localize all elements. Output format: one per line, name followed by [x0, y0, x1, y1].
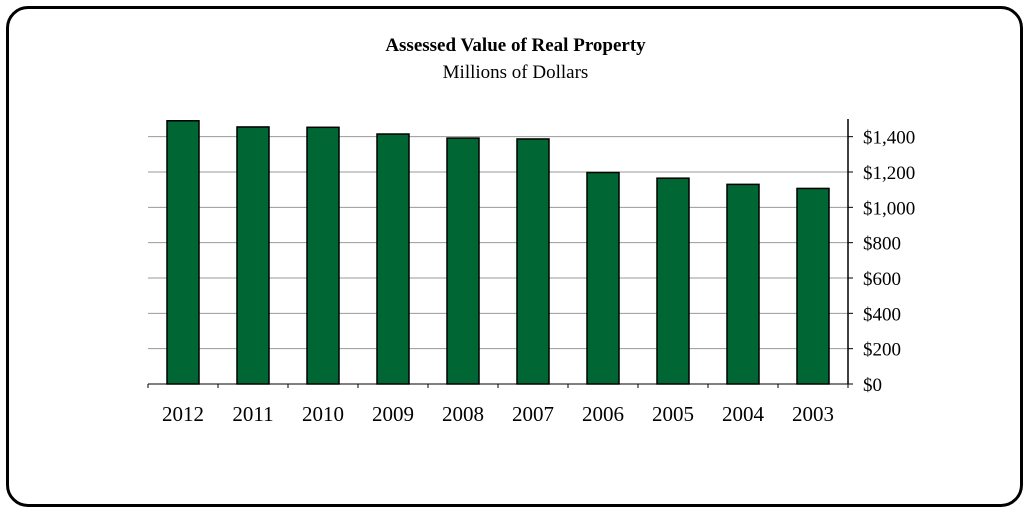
y-tick-label: $200 — [863, 340, 901, 361]
x-tick-label: 2004 — [722, 402, 765, 426]
bar-2003 — [796, 187, 830, 385]
x-tick-label: 2011 — [232, 402, 273, 426]
y-tick-label: $0 — [863, 375, 882, 396]
x-tick-label: 2003 — [792, 402, 834, 426]
x-tick-label: 2010 — [302, 402, 344, 426]
x-tick-label: 2005 — [652, 402, 694, 426]
chart-subtitle: Millions of Dollars — [442, 62, 589, 83]
y-tick-label: $400 — [863, 304, 901, 325]
bar-2009 — [376, 133, 410, 385]
y-tick-label: $1,000 — [863, 198, 915, 219]
bar-2012 — [166, 120, 200, 385]
x-tick-label: 2006 — [582, 402, 624, 426]
bars — [166, 120, 830, 385]
y-tick-labels: $0 $200 $400 $600 $800 $1,000 $1,200 $1,400 — [863, 128, 915, 396]
y-tick-label: $600 — [863, 269, 901, 290]
chart-title: Assessed Value of Real Property — [385, 35, 646, 56]
x-tick-labels: 2012 2011 2010 2009 2008 2007 2006 2005 2004 2003 — [162, 402, 834, 426]
x-tick-label: 2008 — [442, 402, 484, 426]
bar-2010 — [306, 126, 340, 385]
x-tick-label: 2007 — [512, 402, 554, 426]
bar-2005 — [656, 177, 690, 385]
bar-2007 — [516, 138, 550, 385]
bar-2008 — [446, 137, 480, 385]
x-tick-label: 2009 — [372, 402, 414, 426]
y-tick-label: $1,400 — [863, 128, 915, 149]
y-tick-label: $800 — [863, 234, 901, 255]
y-tick-label: $1,200 — [863, 163, 915, 184]
bar-2004 — [726, 183, 760, 385]
x-tick-label: 2012 — [162, 402, 204, 426]
bar-2011 — [236, 126, 270, 385]
bar-2006 — [586, 171, 620, 385]
axes — [147, 119, 853, 388]
